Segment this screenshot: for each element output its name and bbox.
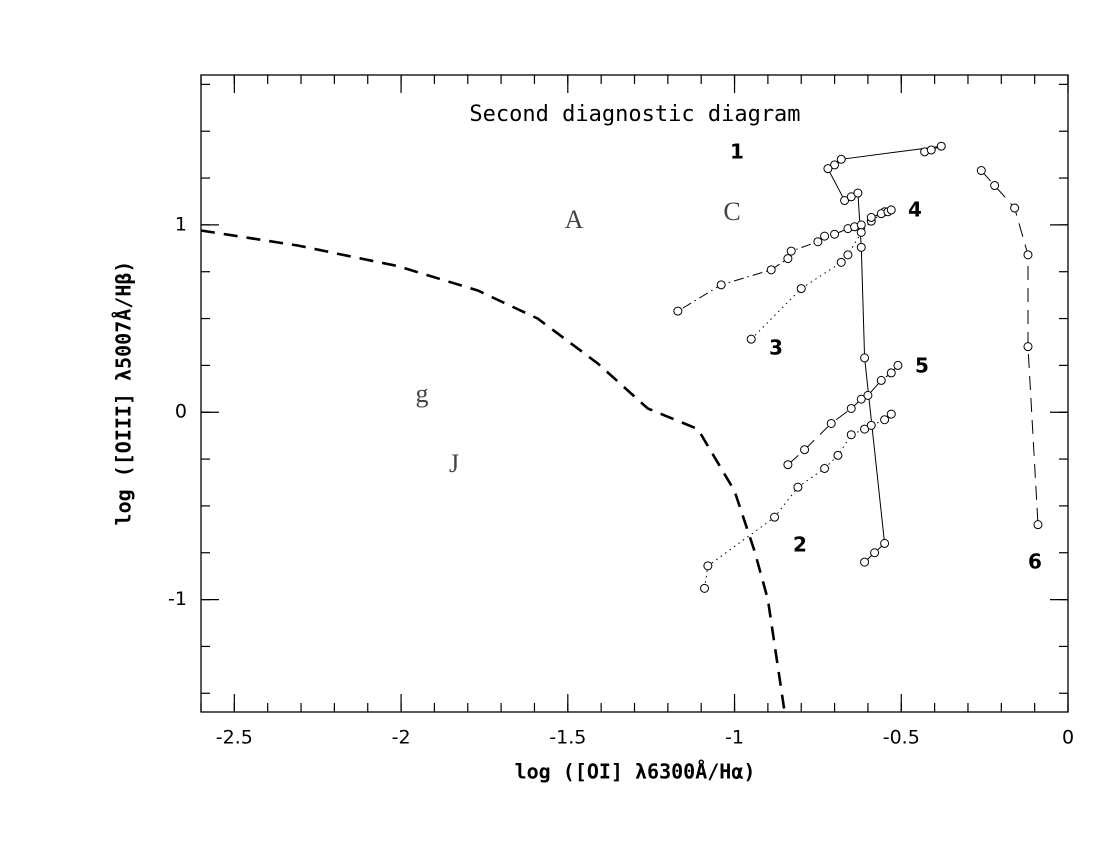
data-point xyxy=(856,242,866,252)
x-axis-label: log ([OI] λ6300Å/Hα) xyxy=(515,760,756,784)
data-point xyxy=(870,548,880,558)
data-point xyxy=(880,415,890,425)
data-point xyxy=(860,557,870,567)
data-point xyxy=(830,229,840,239)
data-point xyxy=(836,257,846,267)
data-point xyxy=(880,538,890,548)
data-point xyxy=(856,394,866,404)
chart-title: Second diagnostic diagram xyxy=(469,102,800,127)
data-point xyxy=(853,188,863,198)
x-tick-label: -2.5 xyxy=(216,727,253,749)
y-tick-label: 1 xyxy=(175,213,187,235)
data-point xyxy=(936,141,946,151)
data-point xyxy=(783,254,793,264)
series-label: 1 xyxy=(730,140,744,164)
y-tick-label: -1 xyxy=(168,588,187,610)
data-point xyxy=(846,403,856,413)
annotation: A xyxy=(565,205,584,234)
data-point xyxy=(833,450,843,460)
data-point xyxy=(976,166,986,176)
data-point xyxy=(1023,250,1033,260)
data-point xyxy=(823,164,833,174)
x-tick-label: -1.5 xyxy=(549,727,586,749)
data-point xyxy=(813,237,823,247)
data-point xyxy=(866,212,876,222)
data-point xyxy=(800,445,810,455)
data-point xyxy=(860,424,870,434)
data-point xyxy=(836,154,846,164)
data-point xyxy=(703,561,713,571)
data-point xyxy=(886,409,896,419)
data-point xyxy=(820,231,830,241)
series-label: 5 xyxy=(915,354,929,378)
series-line xyxy=(704,413,892,589)
x-tick-label: -2 xyxy=(392,727,411,749)
data-point xyxy=(866,420,876,430)
data-point xyxy=(716,280,726,290)
boundary-line xyxy=(200,229,786,713)
plot-frame xyxy=(200,74,1069,713)
data-point xyxy=(856,227,866,237)
annotation: g xyxy=(416,379,429,408)
x-tick-label: -0.5 xyxy=(883,727,920,749)
data-point xyxy=(1033,520,1043,530)
data-point xyxy=(830,160,840,170)
data-point xyxy=(796,284,806,294)
data-point xyxy=(783,460,793,470)
y-tick-label: 0 xyxy=(175,401,187,423)
data-point xyxy=(926,145,936,155)
annotation: J xyxy=(449,449,459,478)
data-point xyxy=(886,205,896,215)
annotation: C xyxy=(723,197,740,226)
data-point xyxy=(1023,342,1033,352)
data-point xyxy=(673,306,683,316)
data-point xyxy=(1010,203,1020,213)
data-point xyxy=(770,512,780,522)
data-point xyxy=(793,482,803,492)
data-point xyxy=(860,353,870,363)
series-label: 6 xyxy=(1028,550,1042,574)
data-point xyxy=(886,368,896,378)
data-point xyxy=(766,265,776,275)
data-point xyxy=(893,360,903,370)
data-point xyxy=(990,181,1000,191)
series-line xyxy=(980,170,1039,525)
series-label: 2 xyxy=(793,533,807,557)
data-point xyxy=(840,196,850,206)
data-point xyxy=(786,246,796,256)
data-point xyxy=(843,250,853,260)
data-point xyxy=(856,220,866,230)
x-tick-label: -1 xyxy=(725,727,744,749)
y-axis-label: log ([OIII] λ5007Å/Hβ) xyxy=(112,261,136,526)
series-label: 3 xyxy=(769,336,783,360)
series-label: 4 xyxy=(908,198,922,222)
x-tick-label: 0 xyxy=(1062,727,1074,749)
data-point xyxy=(846,430,856,440)
data-point xyxy=(876,375,886,385)
data-point xyxy=(746,334,756,344)
data-point xyxy=(700,583,710,593)
data-point xyxy=(820,463,830,473)
data-point xyxy=(863,390,873,400)
data-point xyxy=(846,192,856,202)
data-point xyxy=(826,418,836,428)
